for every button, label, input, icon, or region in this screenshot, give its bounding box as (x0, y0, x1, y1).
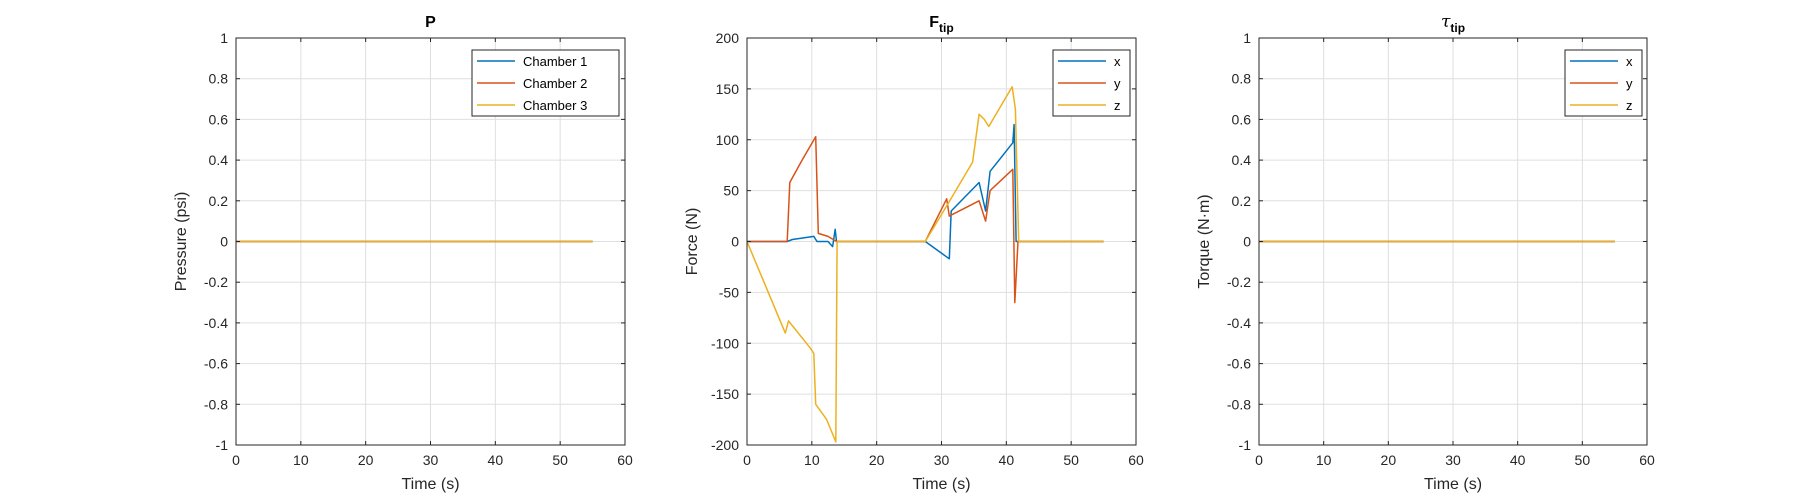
x-tick-label: 60 (1128, 452, 1144, 468)
legend: xyz (1564, 49, 1643, 117)
legend-label: Chamber 3 (523, 98, 587, 113)
y-tick-label: -100 (711, 335, 739, 351)
y-tick-label: 100 (716, 132, 740, 148)
y-axis-label: Pressure (psi) (173, 192, 190, 292)
chart-title-main: P (425, 14, 436, 31)
y-tick-label: 0.4 (1232, 152, 1252, 168)
ticks: 0 10 20 30 40 50 60 -1 -0.8 -0.6 -0.4 -0.2 0 0.2 0.4 0.… (1227, 30, 1655, 468)
y-tick-label: -0.4 (204, 315, 228, 331)
chart-title: P (425, 14, 436, 31)
y-tick-label: -1 (216, 437, 229, 453)
legend-label: z (1626, 98, 1633, 113)
y-tick-label: 200 (716, 30, 740, 46)
legend: Chamber 1 Chamber 2 Chamber 3 (471, 49, 620, 117)
y-tick-label: -150 (711, 386, 739, 402)
y-tick-label: -0.4 (1227, 315, 1251, 331)
legend-label: Chamber 1 (523, 54, 587, 69)
y-tick-label: -0.2 (1227, 274, 1251, 290)
y-tick-label: 0 (731, 234, 739, 250)
x-tick-label: 60 (617, 452, 633, 468)
chart-title: τtip (1441, 12, 1465, 35)
x-axis-label: Time (s) (401, 476, 459, 493)
y-tick-label: -0.8 (204, 396, 228, 412)
x-tick-label: 0 (743, 452, 751, 468)
x-axis-label: Time (s) (912, 476, 970, 493)
legend-label: x (1626, 54, 1633, 69)
legend: xyz (1052, 49, 1131, 117)
y-tick-label: 1 (1243, 30, 1251, 46)
x-tick-label: 30 (423, 452, 439, 468)
y-tick-label: -0.8 (1227, 396, 1251, 412)
y-tick-label: -0.6 (204, 356, 228, 372)
y-tick-label: 0.8 (209, 71, 229, 87)
ticks: 0 10 20 30 40 50 60 -1 -0.8 -0.6 -0.4 -0.2 0 0.2 0.4 0.… (204, 30, 633, 468)
y-axis-label: Torque (N·m) (1196, 194, 1213, 288)
x-tick-label: 20 (1381, 452, 1397, 468)
y-tick-label: -0.6 (1227, 356, 1251, 372)
x-tick-label: 60 (1639, 452, 1655, 468)
y-tick-label: 0.6 (209, 111, 229, 127)
legend-label: y (1626, 76, 1633, 91)
x-tick-label: 40 (488, 452, 504, 468)
y-axis-label: Force (N) (684, 208, 701, 276)
axes-1: 0 10 20 30 40 50 60 -1 -0.8 -0.6 -0.4 -0.2 0 0.2 0.4 0.… (173, 14, 633, 493)
chart-title-subscript: tip (939, 21, 954, 35)
x-tick-label: 30 (1445, 452, 1461, 468)
x-tick-label: 40 (1510, 452, 1526, 468)
ticks: 0 10 20 30 40 50 60 -200 -150 -100 -50 0 50 100 150 200 (711, 30, 1144, 468)
legend-label: z (1114, 98, 1121, 113)
legend-label: x (1114, 54, 1121, 69)
legend-label: y (1114, 76, 1121, 91)
y-tick-label: 150 (716, 81, 740, 97)
y-tick-label: 0 (1243, 234, 1251, 250)
axes-3: 0 10 20 30 40 50 60 -1 -0.8 -0.6 -0.4 -0.2 0 0.2 0.4 0.… (1196, 12, 1655, 493)
y-tick-label: 50 (723, 183, 739, 199)
x-tick-label: 40 (999, 452, 1015, 468)
axes-2: 0 10 20 30 40 50 60 -200 -150 -100 -50 0 50 100 150 200… (684, 14, 1144, 493)
x-tick-label: 20 (869, 452, 885, 468)
y-tick-label: 0.2 (1232, 193, 1252, 209)
x-axis-label: Time (s) (1424, 476, 1482, 493)
x-tick-label: 10 (1316, 452, 1332, 468)
chart-title: Ftip (929, 14, 953, 35)
chart-title-main: F (929, 14, 939, 31)
x-tick-label: 50 (552, 452, 568, 468)
series-group (746, 86, 1104, 443)
x-tick-label: 0 (1255, 452, 1263, 468)
y-tick-label: 1 (220, 30, 228, 46)
y-tick-label: -50 (719, 284, 739, 300)
y-tick-label: 0.2 (209, 193, 229, 209)
chart-title-main: τ (1441, 12, 1451, 32)
x-tick-label: 10 (293, 452, 309, 468)
x-tick-label: 30 (934, 452, 950, 468)
y-tick-label: -1 (1239, 437, 1252, 453)
x-tick-label: 0 (232, 452, 240, 468)
legend-label: Chamber 2 (523, 76, 587, 91)
x-tick-label: 50 (1063, 452, 1079, 468)
y-tick-label: 0 (220, 234, 228, 250)
y-tick-label: 0.4 (209, 152, 229, 168)
chart-title-subscript: tip (1450, 21, 1465, 35)
y-tick-label: -0.2 (204, 274, 228, 290)
y-tick-label: -200 (711, 437, 739, 453)
y-tick-label: 0.8 (1232, 71, 1252, 87)
series-line-z (746, 86, 1104, 443)
x-tick-label: 50 (1575, 452, 1591, 468)
y-tick-label: 0.6 (1232, 111, 1252, 127)
x-tick-label: 20 (358, 452, 374, 468)
x-tick-label: 10 (804, 452, 820, 468)
